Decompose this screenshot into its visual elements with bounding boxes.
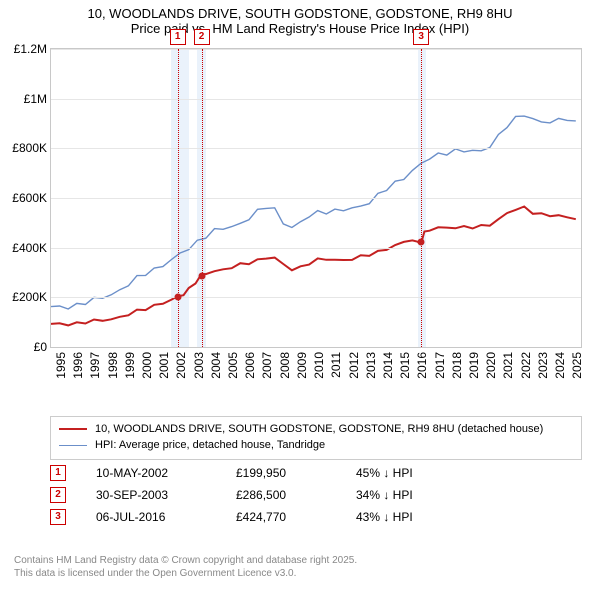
gridline-h <box>51 248 581 249</box>
marker-line <box>421 49 422 347</box>
sale-point <box>198 272 205 279</box>
sale-marker: 1 <box>50 465 66 481</box>
sale-marker: 2 <box>50 487 66 503</box>
legend-label: 10, WOODLANDS DRIVE, SOUTH GODSTONE, GOD… <box>95 423 543 435</box>
gridline-h <box>51 148 581 149</box>
sale-row: 1 10-MAY-2002£199,95045% ↓ HPI <box>50 462 582 484</box>
sales-table: 1 10-MAY-2002£199,95045% ↓ HPI 2 30-SEP-200… <box>50 462 582 528</box>
marker-line <box>202 49 203 347</box>
plot-region: £0£200K£400K£600K£800K£1M£1.2M123 <box>50 48 582 348</box>
series-hpi <box>51 116 576 309</box>
gridline-h <box>51 49 581 50</box>
legend-label: HPI: Average price, detached house, Tand… <box>95 439 325 451</box>
chart-area: £0£200K£400K£600K£800K£1M£1.2M123 199519… <box>50 48 582 378</box>
legend: 10, WOODLANDS DRIVE, SOUTH GODSTONE, GOD… <box>50 416 582 460</box>
attribution-line-1: Contains HM Land Registry data © Crown c… <box>14 555 586 568</box>
sale-date: 30-SEP-2003 <box>96 488 236 502</box>
gridline-h <box>51 99 581 100</box>
sale-row: 3 06-JUL-2016£424,77043% ↓ HPI <box>50 506 582 528</box>
title-line-2: Price paid vs. HM Land Registry's House … <box>0 21 600 36</box>
y-axis-label: £1.2M <box>3 42 47 56</box>
sale-point <box>174 294 181 301</box>
title-block: 10, WOODLANDS DRIVE, SOUTH GODSTONE, GOD… <box>0 0 600 36</box>
sale-date: 06-JUL-2016 <box>96 510 236 524</box>
gridline-h <box>51 297 581 298</box>
y-axis-label: £0 <box>3 340 47 354</box>
sale-price: £286,500 <box>236 488 356 502</box>
marker-label: 2 <box>194 29 210 45</box>
series-price_paid <box>51 207 576 326</box>
y-axis-label: £200K <box>3 290 47 304</box>
sale-date: 10-MAY-2002 <box>96 466 236 480</box>
legend-swatch <box>59 445 87 446</box>
sale-delta: 34% ↓ HPI <box>356 488 476 502</box>
legend-swatch <box>59 428 87 430</box>
x-axis-label: 2025 <box>570 352 600 379</box>
sale-price: £199,950 <box>236 466 356 480</box>
legend-row: HPI: Average price, detached house, Tand… <box>59 437 573 453</box>
sale-marker: 3 <box>50 509 66 525</box>
y-axis-label: £600K <box>3 191 47 205</box>
legend-row: 10, WOODLANDS DRIVE, SOUTH GODSTONE, GOD… <box>59 421 573 437</box>
sale-price: £424,770 <box>236 510 356 524</box>
sale-point <box>418 238 425 245</box>
sale-delta: 45% ↓ HPI <box>356 466 476 480</box>
marker-label: 1 <box>170 29 186 45</box>
gridline-h <box>51 198 581 199</box>
y-axis-label: £1M <box>3 92 47 106</box>
title-line-1: 10, WOODLANDS DRIVE, SOUTH GODSTONE, GOD… <box>0 6 600 21</box>
y-axis-label: £800K <box>3 141 47 155</box>
marker-label: 3 <box>413 29 429 45</box>
attribution-line-2: This data is licensed under the Open Gov… <box>14 568 586 581</box>
sale-delta: 43% ↓ HPI <box>356 510 476 524</box>
marker-line <box>178 49 179 347</box>
y-axis-label: £400K <box>3 241 47 255</box>
sale-row: 2 30-SEP-2003£286,50034% ↓ HPI <box>50 484 582 506</box>
chart-container: { "title": { "line1": "10, WOODLANDS DRI… <box>0 0 600 590</box>
attribution: Contains HM Land Registry data © Crown c… <box>14 555 586 580</box>
